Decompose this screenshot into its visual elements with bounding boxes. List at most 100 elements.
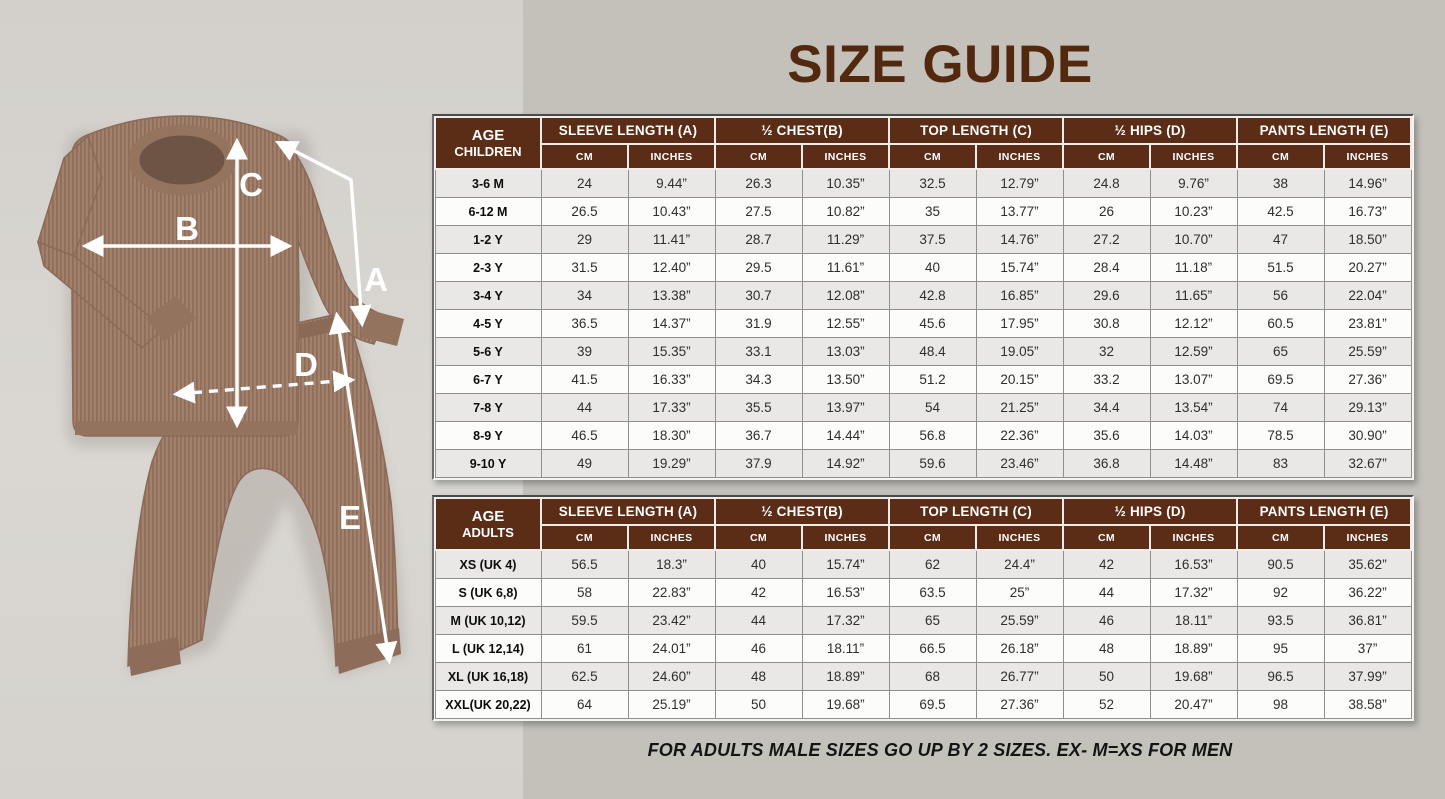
label-c: C — [239, 166, 263, 203]
value-cell: 62.5 — [540, 662, 629, 691]
value-cell: 16.85” — [975, 281, 1064, 310]
value-cell: 83 — [1236, 449, 1325, 478]
value-cell: 51.2 — [888, 365, 977, 394]
label-d: D — [294, 346, 318, 383]
value-cell: 20.47” — [1149, 690, 1238, 719]
age-cell: 6-12 M — [434, 197, 542, 226]
age-cell: 3-4 Y — [434, 281, 542, 310]
value-cell: 26.18” — [975, 634, 1064, 663]
value-cell: 17.33” — [627, 393, 716, 422]
value-cell: 21.25” — [975, 393, 1064, 422]
value-cell: 42 — [1062, 549, 1151, 579]
value-cell: 27.36” — [1323, 365, 1412, 394]
arrow-e-pants-length — [328, 311, 398, 665]
value-cell: 11.18” — [1149, 253, 1238, 282]
value-cell: 56 — [1236, 281, 1325, 310]
value-cell: 51.5 — [1236, 253, 1325, 282]
value-cell: 27.2 — [1062, 225, 1151, 254]
value-cell: 10.82” — [801, 197, 890, 226]
value-cell: 18.30” — [627, 421, 716, 450]
value-cell: 14.48” — [1149, 449, 1238, 478]
value-cell: 16.73” — [1323, 197, 1412, 226]
page-title: SIZE GUIDE — [787, 35, 1093, 94]
table-row: 8-9 Y 46.5 18.30” 36.7 14.44” 56.8 22.36” 35.6 1… — [434, 421, 1412, 450]
value-cell: 63.5 — [888, 578, 977, 607]
value-cell: 44 — [714, 606, 803, 635]
neckline — [128, 124, 236, 196]
unit-header: INCHES — [801, 524, 891, 551]
unit-header: INCHES — [626, 143, 717, 170]
label-e: E — [339, 499, 361, 536]
value-cell: 10.70” — [1149, 225, 1238, 254]
table-row: XS (UK 4) 56.5 18.3” 40 15.74” 62 24.4” 42 16.53… — [434, 549, 1412, 579]
age-header-line1: AGE — [471, 126, 505, 144]
value-cell: 29.13” — [1323, 393, 1412, 422]
value-cell: 30.90” — [1323, 421, 1412, 450]
value-cell: 32 — [1062, 337, 1151, 366]
unit-header: INCHES — [626, 524, 717, 551]
value-cell: 42.5 — [1236, 197, 1325, 226]
value-cell: 12.40” — [627, 253, 716, 282]
group-header: PANTS LENGTH (E) — [1236, 116, 1413, 145]
table-row: 7-8 Y 44 17.33” 35.5 13.97” 54 21.25” 34.4 13.54… — [434, 393, 1412, 422]
value-cell: 36.81” — [1323, 606, 1412, 635]
value-cell: 69.5 — [1236, 365, 1325, 394]
value-cell: 29.5 — [714, 253, 803, 282]
value-cell: 24.4” — [975, 549, 1064, 579]
value-cell: 46.5 — [540, 421, 629, 450]
group-header: ½ HIPS (D) — [1062, 116, 1239, 145]
value-cell: 33.1 — [714, 337, 803, 366]
value-cell: 26.77” — [975, 662, 1064, 691]
value-cell: 61 — [540, 634, 629, 663]
value-cell: 36.7 — [714, 421, 803, 450]
value-cell: 31.5 — [540, 253, 629, 282]
value-cell: 25.59” — [1323, 337, 1412, 366]
value-cell: 35.5 — [714, 393, 803, 422]
label-b: B — [175, 210, 199, 247]
unit-header: INCHES — [1149, 524, 1239, 551]
unit-header: INCHES — [975, 524, 1065, 551]
age-cell: L (UK 12,14) — [434, 634, 542, 663]
value-cell: 45.6 — [888, 309, 977, 338]
group-header: TOP LENGTH (C) — [888, 497, 1065, 526]
measurement-arrows — [81, 137, 398, 665]
value-cell: 10.35” — [801, 168, 890, 198]
table-row: 3-4 Y 34 13.38” 30.7 12.08” 42.8 16.85” 29.6 11.… — [434, 281, 1412, 310]
value-cell: 11.61” — [801, 253, 890, 282]
age-cell: XXL(UK 20,22) — [434, 690, 542, 719]
value-cell: 48 — [714, 662, 803, 691]
value-cell: 17.95” — [975, 309, 1064, 338]
footer-note: FOR ADULTS MALE SIZES GO UP BY 2 SIZES. … — [647, 740, 1233, 760]
value-cell: 26.3 — [714, 168, 803, 198]
value-cell: 37.99” — [1323, 662, 1412, 691]
value-cell: 19.68” — [1149, 662, 1238, 691]
value-cell: 66.5 — [888, 634, 977, 663]
value-cell: 52 — [1062, 690, 1151, 719]
age-column-header: AGE ADULTS — [434, 497, 542, 551]
value-cell: 28.4 — [1062, 253, 1151, 282]
value-cell: 18.50” — [1323, 225, 1412, 254]
value-cell: 28.7 — [714, 225, 803, 254]
value-cell: 13.50” — [801, 365, 890, 394]
value-cell: 68 — [888, 662, 977, 691]
table-row: XXL(UK 20,22) 64 25.19” 50 19.68” 69.5 27.36” 5… — [434, 690, 1412, 719]
value-cell: 26 — [1062, 197, 1151, 226]
value-cell: 24.8 — [1062, 168, 1151, 198]
value-cell: 33.2 — [1062, 365, 1151, 394]
value-cell: 42 — [714, 578, 803, 607]
age-cell: M (UK 10,12) — [434, 606, 542, 635]
value-cell: 44 — [540, 393, 629, 422]
value-cell: 37.9 — [714, 449, 803, 478]
table-row: 6-7 Y 41.5 16.33” 34.3 13.50” 51.2 20.15” 33.2 1… — [434, 365, 1412, 394]
table-row: S (UK 6,8) 58 22.83” 42 16.53” 63.5 25” 44 17.32… — [434, 578, 1412, 607]
value-cell: 48.4 — [888, 337, 977, 366]
value-cell: 17.32” — [801, 606, 890, 635]
table-row: 4-5 Y 36.5 14.37” 31.9 12.55” 45.6 17.95” 30.8 1… — [434, 309, 1412, 338]
value-cell: 50 — [714, 690, 803, 719]
table-row: 2-3 Y 31.5 12.40” 29.5 11.61” 40 15.74” 28.4 11.… — [434, 253, 1412, 282]
value-cell: 93.5 — [1236, 606, 1325, 635]
group-header: ½ HIPS (D) — [1062, 497, 1239, 526]
value-cell: 38.58” — [1323, 690, 1412, 719]
arrow-a-sleeve — [275, 140, 372, 328]
value-cell: 12.79” — [975, 168, 1064, 198]
